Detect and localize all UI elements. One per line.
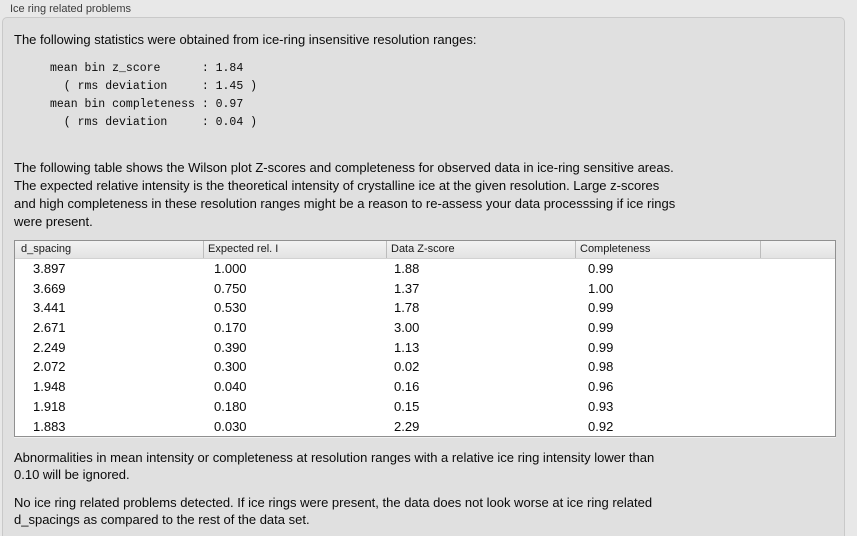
cell-d-spacing: 2.671 xyxy=(33,320,66,336)
stats-line-mean-z-score: mean bin z_score : 1.84 xyxy=(50,62,244,75)
description-line: The expected relative intensity is the t… xyxy=(14,178,660,193)
cell-expected-rel-i: 1.000 xyxy=(214,261,247,276)
cell-data-z-score: 1.13 xyxy=(394,339,420,355)
cell-expected-rel-i: 0.530 xyxy=(214,300,247,316)
cell-completeness: 1.00 xyxy=(588,280,614,296)
cell-data-z-score: 0.15 xyxy=(394,398,420,414)
description-line: were present. xyxy=(14,214,93,229)
cell-completeness: 0.99 xyxy=(588,320,614,336)
footnote-text: Abnormalities in mean intensity or compl… xyxy=(14,449,833,483)
conclusion-text: No ice ring related problems detected. I… xyxy=(14,494,833,528)
cell-expected-rel-i: 0.750 xyxy=(214,280,247,296)
footnote-line: 0.10 will be ignored. xyxy=(14,467,130,483)
cell-completeness: 0.96 xyxy=(588,379,614,395)
stats-line-rms-completeness: ( rms deviation : 0.04 ) xyxy=(50,116,258,129)
cell-completeness: 0.93 xyxy=(588,398,614,414)
intro-text: The following statistics were obtained f… xyxy=(14,31,833,48)
cell-d-spacing: 3.441 xyxy=(33,300,66,316)
cell-expected-rel-i: 0.040 xyxy=(214,379,247,395)
stats-line-rms-z-score: ( rms deviation : 1.45 ) xyxy=(50,80,258,93)
table-row[interactable]: 2.072 0.300 0.02 0.98 xyxy=(15,357,835,377)
description-text: The following table shows the Wilson plo… xyxy=(14,159,833,231)
cell-d-spacing: 2.249 xyxy=(33,339,66,355)
table-row[interactable]: 1.948 0.040 0.16 0.96 xyxy=(15,377,835,397)
cell-expected-rel-i: 0.170 xyxy=(214,320,247,336)
cell-data-z-score: 1.88 xyxy=(394,261,420,276)
conclusion-line: d_spacings as compared to the rest of th… xyxy=(14,512,310,528)
table-body: 3.897 1.000 1.88 0.99 3.669 0.750 1.37 1… xyxy=(15,259,835,436)
table-row[interactable]: 3.897 1.000 1.88 0.99 xyxy=(15,259,835,279)
table-row[interactable]: 3.441 0.530 1.78 0.99 xyxy=(15,298,835,318)
cell-expected-rel-i: 0.030 xyxy=(214,418,247,434)
cell-expected-rel-i: 0.180 xyxy=(214,398,247,414)
cell-d-spacing: 1.948 xyxy=(33,379,66,395)
cell-d-spacing: 1.883 xyxy=(33,418,66,434)
cell-data-z-score: 1.37 xyxy=(394,280,420,296)
conclusion-line: No ice ring related problems detected. I… xyxy=(14,495,653,511)
cell-data-z-score: 0.02 xyxy=(394,359,420,375)
cell-completeness: 0.92 xyxy=(588,418,614,434)
table-row[interactable]: 3.669 0.750 1.37 1.00 xyxy=(15,279,835,299)
cell-d-spacing: 2.072 xyxy=(33,359,66,375)
table-row[interactable]: 2.249 0.390 1.13 0.99 xyxy=(15,338,835,358)
description-line: The following table shows the Wilson plo… xyxy=(14,160,674,175)
footnote-line: Abnormalities in mean intensity or compl… xyxy=(14,450,655,466)
cell-d-spacing: 1.918 xyxy=(33,398,66,414)
column-header-completeness[interactable]: Completeness xyxy=(576,241,761,258)
cell-completeness: 0.99 xyxy=(588,300,614,316)
column-header-expected-rel-i[interactable]: Expected rel. I xyxy=(204,241,387,258)
table-row[interactable]: 1.883 0.030 2.29 0.92 xyxy=(15,417,835,437)
table-header-row: d_spacing Expected rel. I Data Z-score C… xyxy=(15,241,835,259)
column-header-d-spacing[interactable]: d_spacing xyxy=(15,241,204,258)
column-header-spacer xyxy=(761,241,835,258)
table-row[interactable]: 2.671 0.170 3.00 0.99 xyxy=(15,318,835,338)
column-header-data-z-score[interactable]: Data Z-score xyxy=(387,241,576,258)
table-row[interactable]: 1.918 0.180 0.15 0.93 xyxy=(15,397,835,417)
cell-expected-rel-i: 0.390 xyxy=(214,339,247,355)
cell-completeness: 0.99 xyxy=(588,261,614,276)
cell-data-z-score: 0.16 xyxy=(394,379,420,395)
cell-completeness: 0.98 xyxy=(588,359,614,375)
cell-data-z-score: 1.78 xyxy=(394,300,420,316)
group-box-label: Ice ring related problems xyxy=(10,3,132,15)
description-line: and high completeness in these resolutio… xyxy=(14,196,676,211)
cell-data-z-score: 2.29 xyxy=(394,418,420,434)
cell-data-z-score: 3.00 xyxy=(394,320,420,336)
cell-completeness: 0.99 xyxy=(588,339,614,355)
cell-expected-rel-i: 0.300 xyxy=(214,359,247,375)
ice-ring-report-panel: The following statistics were obtained f… xyxy=(2,17,845,536)
intro-line: The following statistics were obtained f… xyxy=(14,32,477,47)
cell-d-spacing: 3.669 xyxy=(33,280,66,296)
cell-d-spacing: 3.897 xyxy=(33,261,66,276)
stats-line-mean-completeness: mean bin completeness : 0.97 xyxy=(50,98,244,111)
stats-block: mean bin z_score : 1.84 ( rms deviation … xyxy=(50,60,833,132)
ice-ring-table: d_spacing Expected rel. I Data Z-score C… xyxy=(14,240,836,438)
